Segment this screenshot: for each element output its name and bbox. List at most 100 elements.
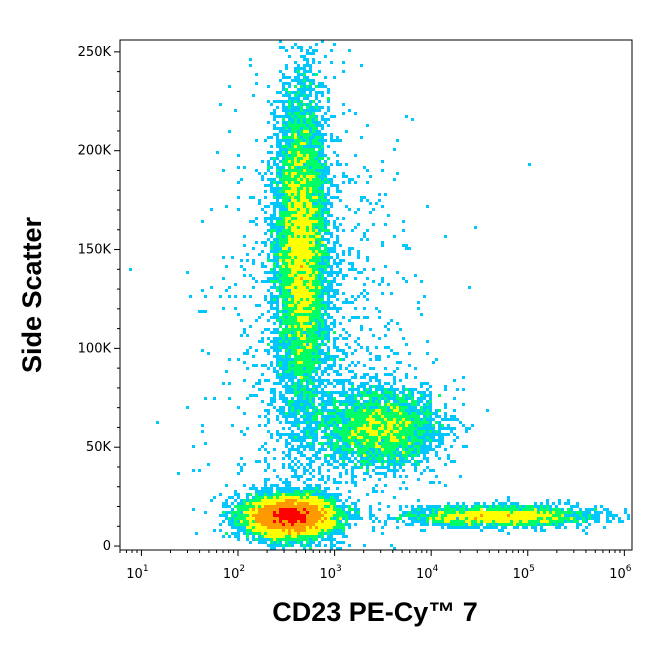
density-point — [276, 295, 279, 298]
density-point — [309, 175, 312, 178]
density-point — [309, 70, 312, 73]
density-point — [321, 538, 324, 541]
density-point — [375, 472, 378, 475]
density-point — [309, 115, 312, 118]
density-point — [387, 328, 390, 331]
density-point — [363, 451, 366, 454]
density-point — [318, 367, 321, 370]
density-point — [477, 523, 480, 526]
density-point — [294, 517, 297, 520]
density-point — [288, 541, 291, 544]
density-point — [345, 472, 348, 475]
density-point — [201, 220, 204, 223]
density-point — [402, 481, 405, 484]
density-point — [276, 430, 279, 433]
density-point — [255, 532, 258, 535]
density-point — [270, 436, 273, 439]
density-point — [525, 526, 528, 529]
density-point — [294, 61, 297, 64]
density-point — [396, 427, 399, 430]
density-point — [264, 487, 267, 490]
density-point — [357, 436, 360, 439]
density-point — [357, 295, 360, 298]
density-point — [333, 532, 336, 535]
density-point — [312, 535, 315, 538]
density-point — [303, 307, 306, 310]
density-point — [336, 355, 339, 358]
density-point — [312, 310, 315, 313]
density-point — [405, 448, 408, 451]
density-point — [291, 295, 294, 298]
density-point — [234, 520, 237, 523]
density-point — [339, 481, 342, 484]
density-point — [414, 442, 417, 445]
density-point — [306, 376, 309, 379]
density-point — [279, 154, 282, 157]
density-point — [282, 313, 285, 316]
density-point — [243, 529, 246, 532]
density-point — [306, 364, 309, 367]
density-point — [282, 337, 285, 340]
density-point — [564, 520, 567, 523]
density-point — [333, 361, 336, 364]
density-point — [315, 490, 318, 493]
density-point — [303, 208, 306, 211]
density-point — [285, 205, 288, 208]
density-point — [387, 409, 390, 412]
density-point — [276, 271, 279, 274]
density-point — [246, 532, 249, 535]
density-point — [339, 418, 342, 421]
density-point — [288, 442, 291, 445]
density-point — [456, 514, 459, 517]
density-point — [558, 520, 561, 523]
density-point — [420, 397, 423, 400]
density-point — [192, 445, 195, 448]
density-point — [315, 373, 318, 376]
density-point — [315, 127, 318, 130]
density-point — [312, 136, 315, 139]
density-point — [558, 511, 561, 514]
density-point — [402, 454, 405, 457]
density-point — [420, 313, 423, 316]
density-point — [363, 439, 366, 442]
density-point — [438, 517, 441, 520]
density-point — [354, 430, 357, 433]
density-point — [375, 421, 378, 424]
density-point — [321, 382, 324, 385]
density-point — [300, 529, 303, 532]
density-point — [279, 490, 282, 493]
density-point — [312, 304, 315, 307]
density-point — [585, 508, 588, 511]
density-point — [312, 529, 315, 532]
density-point — [414, 400, 417, 403]
density-point — [396, 460, 399, 463]
density-point — [303, 310, 306, 313]
density-point — [309, 526, 312, 529]
density-point — [327, 145, 330, 148]
density-point — [300, 79, 303, 82]
density-point — [309, 496, 312, 499]
density-point — [234, 109, 237, 112]
density-point — [240, 319, 243, 322]
density-point — [315, 388, 318, 391]
density-point — [288, 214, 291, 217]
density-point — [405, 487, 408, 490]
density-point — [312, 127, 315, 130]
density-point — [267, 499, 270, 502]
density-point — [333, 514, 336, 517]
density-point — [324, 511, 327, 514]
density-point — [264, 517, 267, 520]
density-point — [408, 352, 411, 355]
density-point — [309, 178, 312, 181]
density-point — [459, 421, 462, 424]
density-point — [378, 193, 381, 196]
density-point — [426, 403, 429, 406]
density-point — [384, 520, 387, 523]
density-point — [258, 382, 261, 385]
density-point — [552, 502, 555, 505]
density-point — [297, 358, 300, 361]
density-point — [498, 523, 501, 526]
density-point — [294, 361, 297, 364]
density-point — [201, 349, 204, 352]
density-point — [333, 223, 336, 226]
